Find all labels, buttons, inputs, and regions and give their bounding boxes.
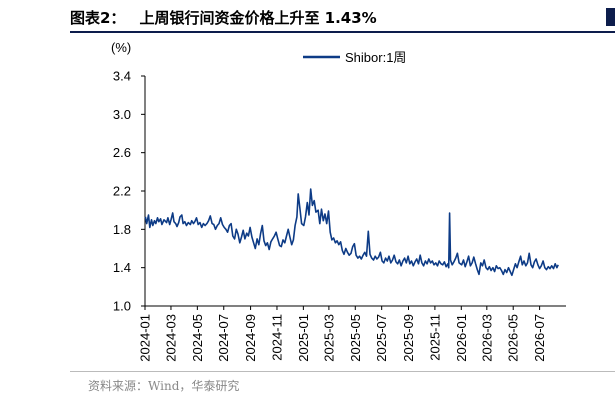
y-tick-label: 2.6	[113, 145, 131, 160]
title-rule	[70, 31, 615, 33]
x-tick-label: 2025-07	[374, 314, 389, 362]
x-tick-label: 2024-11	[269, 314, 284, 361]
x-tick-label: 2026-01	[454, 314, 469, 362]
x-tick-label: 2025-11	[427, 314, 442, 361]
figure-title: 上周银行间资金价格上升至 1.43%	[139, 9, 377, 27]
figure-label: 图表2：	[70, 9, 126, 27]
chart-axes: 1.0 1.4 1.8 2.2 2.6 3.0 3.4 (%) 2024-01 2024-03 20…	[111, 40, 566, 362]
chart-title: 图表2： 上周银行间资金价格上升至 1.43%	[70, 7, 377, 28]
y-tick-label: 2.2	[113, 184, 131, 199]
x-tick-label: 2026-05	[506, 314, 521, 362]
y-axis-unit-label: (%)	[111, 40, 131, 55]
x-tick-label: 2024-05	[190, 314, 205, 362]
x-tick-label: 2024-09	[243, 314, 258, 362]
source-note: 资料来源：Wind，华泰研究	[88, 379, 240, 393]
x-tick-label: 2025-09	[401, 314, 416, 362]
x-tick-label: 2024-03	[163, 314, 178, 362]
y-tick-label: 1.0	[113, 299, 131, 314]
y-tick-label: 1.4	[113, 260, 131, 275]
x-tick-label: 2025-03	[321, 314, 336, 362]
x-tick-label: 2026-03	[479, 314, 494, 362]
y-tick-label: 1.8	[113, 222, 131, 237]
y-tick-label: 3.0	[113, 107, 131, 122]
x-tick-label: 2024-01	[138, 314, 153, 362]
x-tick-label: 2026-07	[532, 314, 547, 362]
x-tick-label: 2024-07	[216, 314, 231, 362]
legend-label: Shibor:1周	[345, 50, 406, 65]
chart-legend: Shibor:1周	[303, 50, 406, 65]
series-line-shibor-1w	[144, 188, 559, 277]
footer-rule	[70, 371, 615, 372]
x-tick-label: 2025-01	[296, 314, 311, 362]
page-edge-mark	[606, 8, 615, 26]
x-tick-label: 2025-05	[348, 314, 363, 362]
y-tick-label: 3.4	[113, 69, 131, 84]
chart-marks	[144, 188, 559, 277]
